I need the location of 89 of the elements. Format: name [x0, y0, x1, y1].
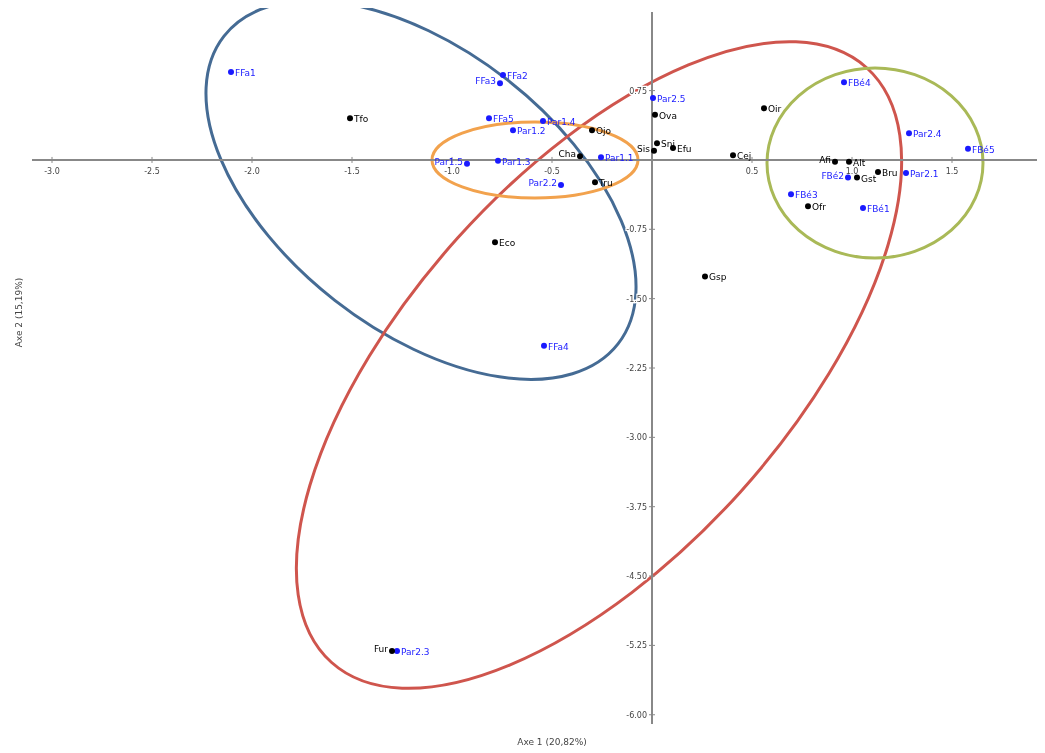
point: [906, 130, 912, 137]
point: [832, 158, 838, 165]
point: [464, 160, 470, 167]
point: [495, 157, 501, 164]
data-label: Afi: [819, 154, 831, 165]
data-label: FBé3: [795, 190, 818, 201]
data-label: Tfo: [353, 114, 369, 125]
data-label: FFa4: [548, 341, 570, 352]
point: [558, 181, 564, 188]
point: [486, 115, 492, 122]
x-tick-label: -1.5: [344, 166, 360, 176]
y-tick-label: -6.00: [626, 710, 647, 720]
data-label: FBé4: [848, 78, 871, 89]
data-label: FFa1: [235, 68, 256, 79]
x-tick-label: 1.5: [945, 166, 959, 176]
point: [500, 71, 506, 78]
data-label: Alt: [853, 157, 866, 168]
data-label: Par2.5: [657, 93, 686, 104]
data-label: Eco: [499, 238, 516, 249]
y-tick-label: -5.25: [626, 641, 647, 651]
x-axis-title: Axe 1 (20,82%): [517, 737, 587, 747]
point: [577, 153, 583, 160]
data-label: Par2.1: [910, 168, 939, 179]
point: [497, 80, 503, 87]
point: [389, 647, 395, 654]
data-label: Fur: [373, 643, 389, 654]
point: [903, 169, 909, 176]
x-tick-label: -2.5: [144, 166, 160, 176]
data-label: Par2.2: [528, 177, 557, 188]
data-label: Cej: [737, 151, 752, 162]
point: [652, 111, 658, 118]
point: [860, 205, 866, 212]
point: [347, 115, 353, 122]
point: [846, 158, 852, 165]
point: [654, 140, 660, 147]
point: [394, 647, 400, 654]
y-tick-label: -3.75: [626, 502, 647, 512]
point: [761, 105, 767, 112]
data-label: FFa5: [493, 114, 514, 125]
point: [510, 127, 516, 134]
y-tick-label: -4.50: [626, 572, 647, 582]
data-label: FFa2: [507, 70, 528, 81]
point: [651, 147, 657, 154]
x-tick-label: -0.5: [544, 166, 560, 176]
data-label: Par1.1: [605, 153, 634, 164]
point: [805, 203, 811, 210]
x-tick-label: 1.0: [845, 166, 859, 176]
data-label: Sis: [637, 143, 651, 154]
point: [650, 94, 656, 101]
data-label: Cha: [558, 149, 576, 160]
data-label: Oir: [768, 104, 782, 115]
point: [702, 273, 708, 280]
y-tick-label: -0.75: [626, 225, 647, 235]
data-label: Par1.3: [502, 156, 531, 167]
point: [788, 191, 794, 198]
data-label: Ova: [659, 110, 677, 121]
data-label: Par1.2: [517, 126, 546, 137]
point: [598, 154, 604, 161]
point: [228, 69, 234, 76]
point: [854, 174, 860, 181]
data-label: Bru: [882, 167, 898, 178]
point: [540, 118, 546, 125]
x-tick-label: -1.0: [444, 166, 460, 176]
point: [592, 179, 598, 186]
point: [965, 145, 971, 152]
y-axis-title: Axe 2 (15,19%): [14, 277, 24, 348]
point: [845, 174, 851, 181]
data-label: FFa3: [475, 76, 496, 87]
data-label: Par2.3: [401, 646, 430, 657]
x-tick-label: 0.5: [745, 166, 759, 176]
data-label: Par2.4: [913, 129, 942, 140]
point: [841, 79, 847, 86]
data-label: Par1.5: [434, 156, 463, 167]
data-label: Ofr: [812, 202, 827, 213]
y-tick-label: -3.00: [626, 433, 647, 443]
data-label: Gst: [861, 173, 877, 184]
data-label: FBé1: [867, 204, 890, 215]
data-label: Ojo: [596, 126, 612, 137]
data-label: Efu: [677, 143, 692, 154]
point: [492, 239, 498, 246]
data-label: FBé2: [821, 170, 844, 181]
point: [541, 342, 547, 349]
x-tick-label: -2.0: [244, 166, 260, 176]
y-tick-label: -2.25: [626, 364, 647, 373]
point: [875, 168, 881, 175]
point: [589, 127, 595, 134]
data-label: Gsp: [709, 272, 727, 283]
x-tick-label: -3.0: [44, 166, 60, 176]
point: [730, 152, 736, 159]
